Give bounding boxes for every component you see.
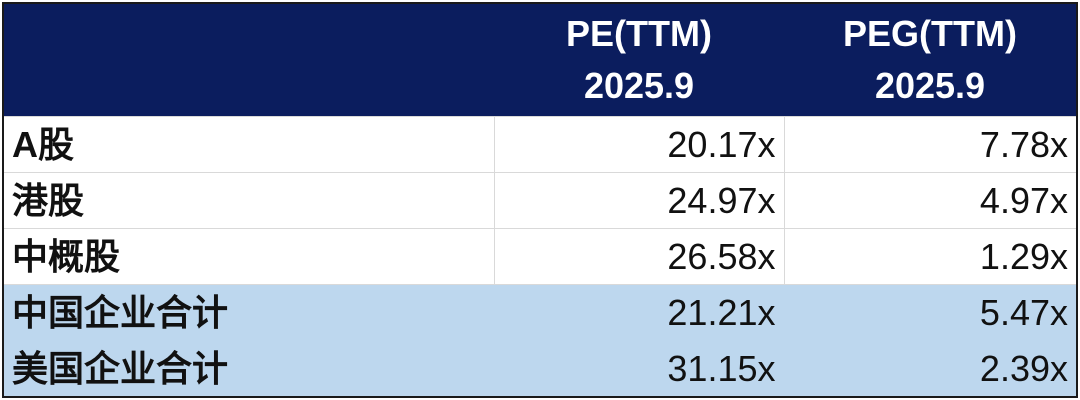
header-row: PE(TTM) 2025.9 PEG(TTM) 2025.9 [3,3,1077,117]
table-row: 港股 24.97x 4.97x [2,172,1078,229]
row-label: 美国企业合计 [2,340,495,398]
table-body: A股 20.17x 7.78x 港股 24.97x 4.97x 中概股 26.58x 1.29x… [2,116,1078,398]
table-row: 中概股 26.58x 1.29x [2,228,1078,285]
value-cell: 1.29x [783,228,1078,285]
header-line: 2025.9 [583,65,695,106]
header-empty [3,3,494,117]
value-cell: 21.21x [493,284,785,341]
value-cell: 31.15x [493,340,785,398]
value-cell: 24.97x [493,172,785,229]
row-label: 港股 [2,172,495,229]
table-row: 中国企业合计 21.21x 5.47x [2,284,1078,341]
value-cell: 5.47x [783,284,1078,341]
value-cell: 7.78x [783,116,1078,173]
table-row: 美国企业合计 31.15x 2.39x [2,340,1078,398]
value-cell: 2.39x [783,340,1078,398]
value-cell: 4.97x [783,172,1078,229]
value-cell: 20.17x [493,116,785,173]
header-cell: PEG(TTM) 2025.9 [784,3,1077,117]
value-cell: 26.58x [493,228,785,285]
header-cell: PE(TTM) 2025.9 [494,3,784,117]
row-label: 中国企业合计 [2,284,495,341]
header-line: PEG(TTM) [843,13,1017,54]
header-line: PE(TTM) [566,13,712,54]
table-row: A股 20.17x 7.78x [2,116,1078,173]
header-line: 2025.9 [874,65,986,106]
row-label: A股 [2,116,495,173]
row-label: 中概股 [2,228,495,285]
